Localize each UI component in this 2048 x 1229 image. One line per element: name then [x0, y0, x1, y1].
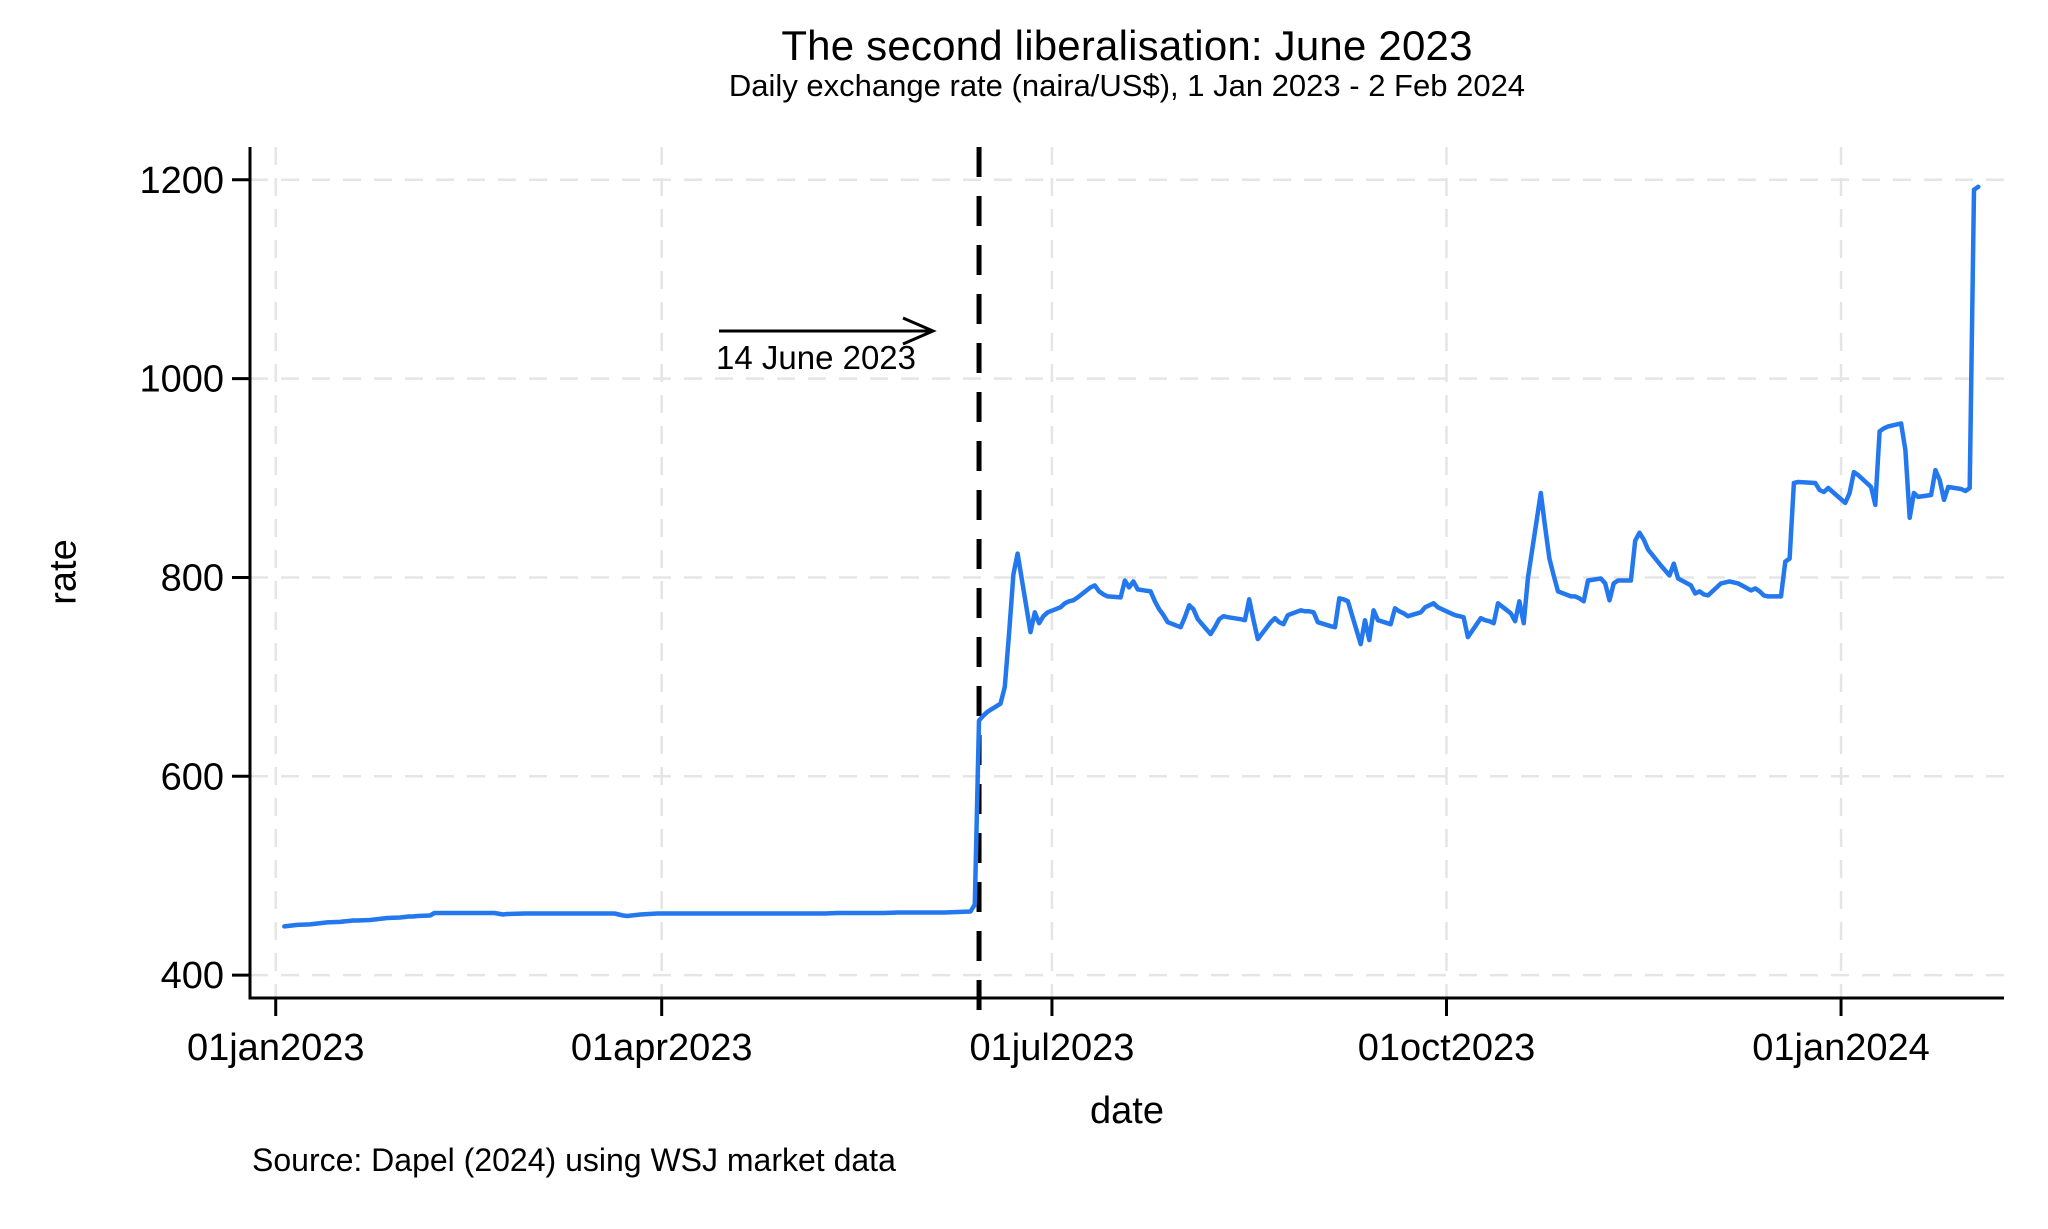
x-tick-label: 01apr2023 [571, 1027, 753, 1069]
source-note: Source: Dapel (2024) using WSJ market da… [252, 1142, 896, 1178]
y-tick-label: 600 [161, 756, 224, 798]
chart-title: The second liberalisation: June 2023 [781, 22, 1473, 69]
exchange-rate-line [282, 184, 1981, 929]
chart-subtitle: Daily exchange rate (naira/US$), 1 Jan 2… [728, 68, 1526, 103]
y-tick-label: 1000 [139, 359, 224, 401]
x-tick-label: 01jan2024 [1752, 1027, 1930, 1069]
y-tick-label: 1200 [139, 160, 224, 202]
x-tick-label: 01jan2023 [187, 1027, 365, 1069]
y-tick-label: 800 [161, 557, 224, 599]
x-tick-label: 01jul2023 [970, 1027, 1135, 1069]
annotation-label: 14 June 2023 [716, 339, 917, 376]
x-axis-title: date [1090, 1090, 1164, 1132]
y-tick-label: 400 [161, 955, 224, 997]
y-axis-title: rate [42, 539, 85, 605]
x-tick-label: 01oct2023 [1358, 1027, 1536, 1069]
annotation-arrow-head [902, 316, 937, 346]
